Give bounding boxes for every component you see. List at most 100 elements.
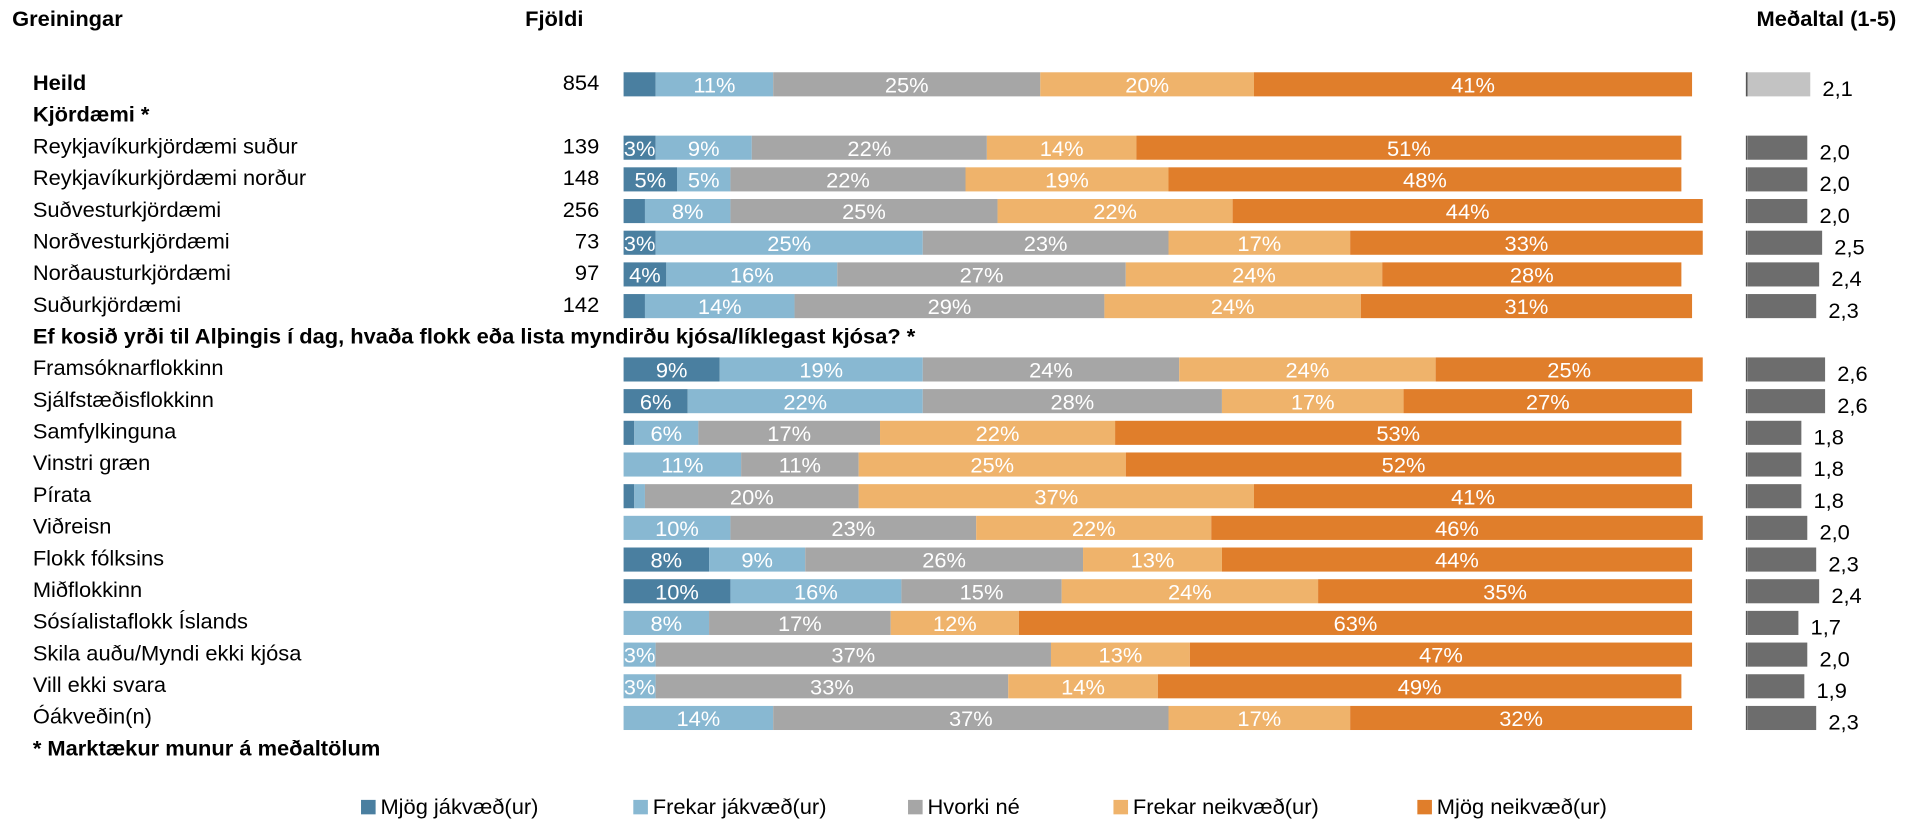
segment-label: 23%: [1024, 231, 1068, 256]
segment-label: 25%: [767, 231, 811, 256]
bar-segment: [655, 642, 1051, 667]
segment-label: 22%: [783, 389, 827, 414]
mean-bar: [1747, 484, 1802, 509]
segment-label: 8%: [672, 199, 704, 224]
segment-label: 19%: [799, 358, 843, 383]
bar-segment: [634, 484, 645, 509]
mean-bar: [1747, 515, 1808, 540]
row-label: Reykjavíkurkjördæmi norður: [33, 165, 306, 190]
mean-bar: [1747, 135, 1808, 160]
bar-segment: [730, 199, 998, 224]
bar-segment: [837, 262, 1126, 287]
segment-label: 9%: [656, 358, 688, 383]
segment-label: 17%: [1237, 706, 1281, 731]
mean-bar: [1747, 294, 1817, 319]
segment-label: 14%: [676, 706, 720, 731]
bar-segment: [922, 230, 1169, 255]
bar-segment: [687, 389, 923, 414]
legend-label: Frekar neikvæð(ur): [1133, 794, 1319, 819]
segment-label: 24%: [1232, 263, 1276, 288]
segment-label: 25%: [1547, 358, 1591, 383]
bar-segment: [623, 484, 635, 509]
bar-segment: [634, 420, 699, 445]
row-label: Óákveðin(n): [33, 704, 152, 729]
bar-segment: [666, 262, 838, 287]
bar-segment: [644, 484, 859, 509]
bar-segment: [1018, 610, 1693, 635]
bar-segment: [1318, 579, 1693, 604]
bar-segment: [741, 452, 859, 477]
bar-segment: [623, 515, 731, 540]
legend-swatch: [1417, 799, 1432, 815]
bar-segment: [1211, 515, 1703, 540]
mean-label: 2,5: [1834, 235, 1864, 260]
mean-label: 2,3: [1828, 710, 1858, 735]
segment-label: 13%: [1131, 548, 1175, 573]
segment-label: 48%: [1403, 168, 1447, 193]
bar-segment: [880, 420, 1116, 445]
bar-segment: [719, 357, 923, 382]
segment-label: 27%: [1526, 389, 1570, 414]
row-label: Heild: [33, 70, 86, 95]
segment-label: 46%: [1435, 516, 1479, 541]
mean-bar: [1747, 357, 1826, 382]
mean-bar: [1747, 674, 1805, 699]
row-label: Vinstri græn: [33, 450, 150, 475]
bar-segment: [1168, 167, 1682, 192]
row-label: Pírata: [33, 482, 92, 507]
bar-segment: [644, 294, 795, 319]
bar-segment: [986, 135, 1137, 160]
bar-segment: [623, 262, 667, 287]
segment-label: 17%: [1237, 231, 1281, 256]
bar-segment: [1253, 72, 1693, 97]
bar-segment: [623, 610, 710, 635]
segment-label: 24%: [1029, 358, 1073, 383]
segment-label: 22%: [1072, 516, 1116, 541]
bar-segment: [623, 72, 656, 97]
bar-segment: [655, 674, 1009, 699]
segment-label: 9%: [688, 136, 720, 161]
segment-label: 3%: [624, 675, 656, 700]
bar-segment: [1168, 705, 1351, 731]
bar-segment: [623, 167, 678, 192]
bar-segment: [623, 199, 645, 224]
bar-segment: [1050, 642, 1190, 667]
segment-label: 14%: [698, 294, 742, 319]
bar-segment: [805, 547, 1084, 572]
segment-label: 8%: [651, 611, 683, 636]
segment-label: 4%: [629, 263, 661, 288]
mean-label: 2,0: [1819, 646, 1849, 671]
mean-bar: [1747, 547, 1817, 572]
row-label: Framsóknarflokkinn: [33, 355, 224, 380]
segment-label: 3%: [624, 136, 656, 161]
segment-label: 25%: [842, 199, 886, 224]
segment-label: 27%: [960, 263, 1004, 288]
legend-label: Mjög jákvæð(ur): [380, 794, 538, 819]
mean-label: 1,8: [1814, 456, 1844, 481]
segment-label: 33%: [810, 675, 854, 700]
bar-segment: [1350, 705, 1693, 731]
row-count: 97: [575, 260, 599, 285]
bar-segment: [1157, 674, 1682, 699]
row-label: Samfylkinguna: [33, 419, 177, 444]
segment-label: 12%: [933, 611, 977, 636]
bar-segment: [709, 610, 891, 635]
bar-segment: [773, 72, 1041, 97]
row-label: Skila auðu/Myndi ekki kjósa: [33, 640, 302, 665]
segment-label: 5%: [634, 168, 666, 193]
segment-label: 44%: [1446, 199, 1490, 224]
row-label: Suðurkjördæmi: [33, 292, 181, 317]
mean-label: 2,3: [1828, 298, 1858, 323]
mean-header: Meðaltal (1-5): [1757, 6, 1897, 31]
row-count: 73: [575, 229, 599, 254]
segment-label: 3%: [624, 231, 656, 256]
segment-label: 22%: [847, 136, 891, 161]
segment-label: 10%: [655, 579, 699, 604]
segment-label: 37%: [831, 643, 875, 668]
segment-label: 49%: [1398, 675, 1442, 700]
legend-swatch: [633, 799, 648, 815]
segment-label: 6%: [640, 389, 672, 414]
segment-label: 16%: [730, 263, 774, 288]
segment-label: 16%: [794, 579, 838, 604]
mean-bar: [1747, 452, 1802, 477]
